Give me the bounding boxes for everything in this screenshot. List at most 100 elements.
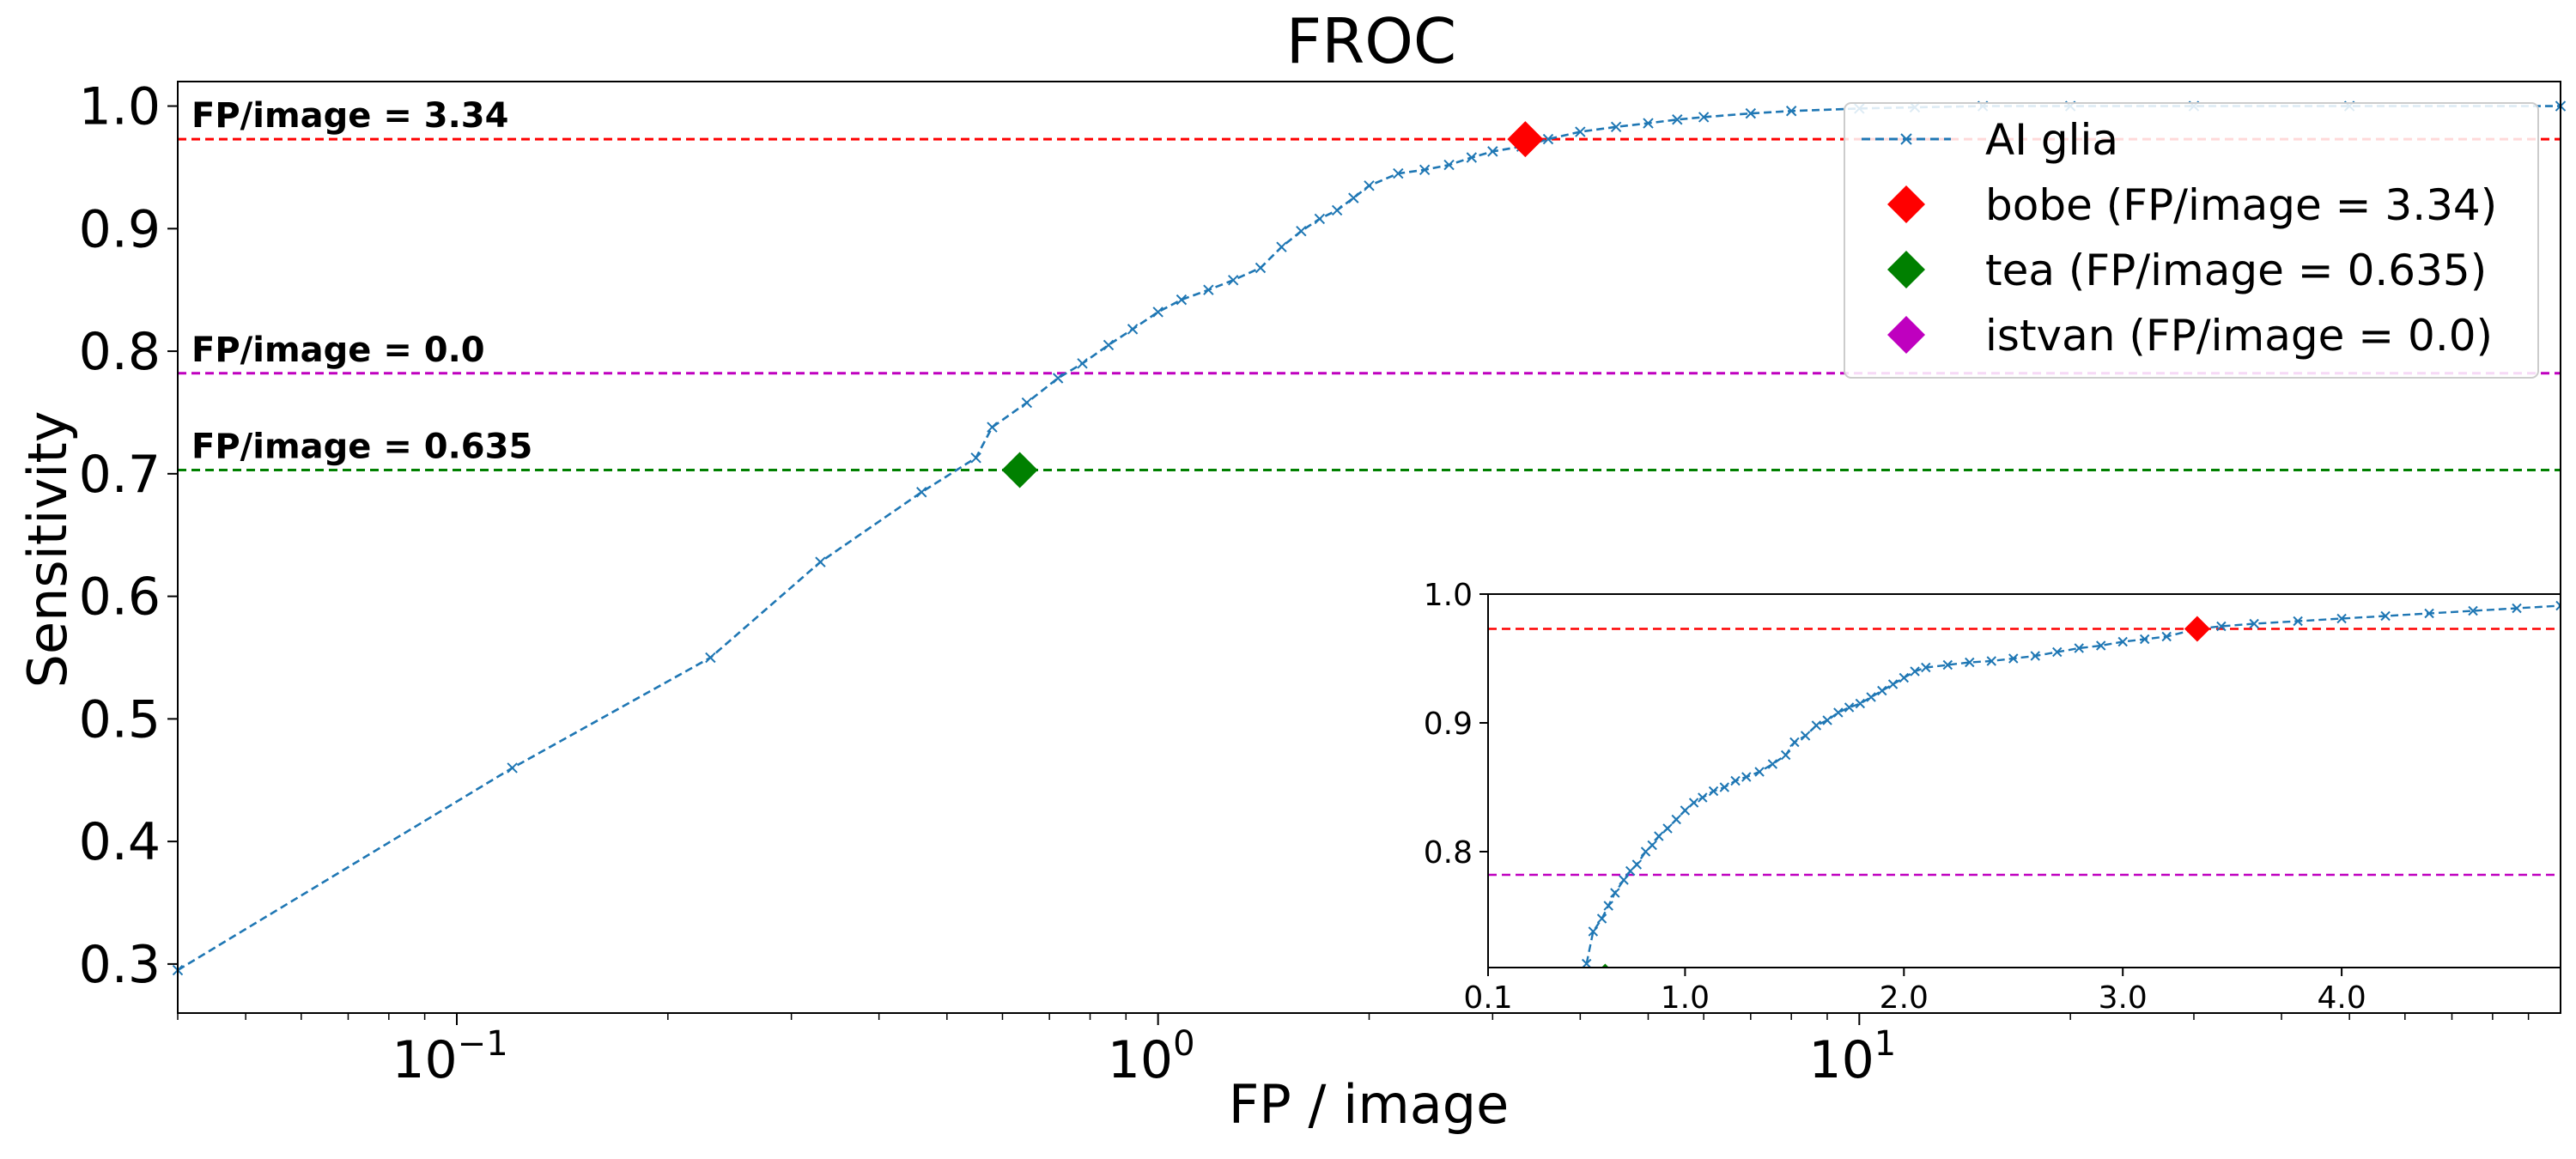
inset-data-point-marker xyxy=(1866,692,1876,702)
legend-diamond-istvan xyxy=(1887,316,1925,354)
data-point-marker xyxy=(1698,112,1710,123)
inset-data-point-marker xyxy=(2468,605,2478,616)
inset-background xyxy=(1488,594,2561,968)
x-tick-label: 101 xyxy=(1808,1024,1896,1090)
data-point-marker xyxy=(1610,121,1622,133)
inset-data-point-marker xyxy=(1780,749,1791,761)
inset-data-point-marker xyxy=(2139,634,2150,645)
inset-data-point-marker xyxy=(1833,707,1844,718)
x-tick-base: 10 xyxy=(1808,1030,1874,1090)
data-point-marker xyxy=(1672,114,1683,125)
inset-x-axis-ticks: 0.1 1.0 2.0 3.0 4.0 xyxy=(1463,968,2366,1016)
data-point-marker xyxy=(1443,159,1455,171)
data-point-marker xyxy=(1255,262,1267,274)
data-point-marker xyxy=(705,652,716,664)
data-point-marker xyxy=(1103,339,1115,351)
inset-y-tick-label: 0.9 xyxy=(1424,707,1473,742)
inset-data-point-marker xyxy=(2052,646,2063,658)
inset-reader-point-bobe xyxy=(2184,616,2210,642)
data-point-marker xyxy=(916,487,927,498)
legend-entry-label: istvan (FP/image = 0.0) xyxy=(1985,311,2493,361)
legend-box xyxy=(1844,102,2539,379)
inset-data-point-marker xyxy=(1654,831,1664,841)
inset-x-tick-label: 4.0 xyxy=(2317,980,2366,1016)
data-point-marker xyxy=(1466,152,1478,163)
reference-line-labels: FP/image = 3.34 FP/image = 0.0 FP/image = … xyxy=(191,96,532,466)
data-point-marker xyxy=(1276,241,1287,252)
inset-data-point-marker xyxy=(1921,662,1931,673)
inset-data-point-marker xyxy=(2380,610,2391,622)
inset-data-point-marker xyxy=(2249,618,2259,629)
inset-data-point-marker xyxy=(2096,640,2106,651)
inset-data-point-marker xyxy=(1942,659,1953,671)
data-point-marker xyxy=(1745,107,1757,119)
inset-data-point-marker xyxy=(2555,600,2561,611)
x-tick-exponent: 1 xyxy=(1874,1024,1896,1064)
inset-chart: 0.8 0.9 1.0 0.1 1.0 2.0 3.0 4.0 xyxy=(1424,578,2561,1016)
y-tick-label: 0.5 xyxy=(79,689,161,749)
chart-title: FROC xyxy=(1286,5,1456,77)
inset-data-point-marker xyxy=(1596,913,1607,924)
inset-data-point-marker xyxy=(1844,702,1855,713)
reference-line-label: FP/image = 0.0 xyxy=(191,331,485,370)
data-point-marker xyxy=(1152,306,1163,318)
data-point-marker xyxy=(1348,192,1359,203)
reader-point-tea xyxy=(1001,452,1038,488)
data-point-marker xyxy=(815,556,826,567)
y-tick-label: 0.9 xyxy=(79,199,161,259)
inset-reference-lines xyxy=(1488,628,2561,877)
data-point-marker xyxy=(1364,180,1375,191)
inset-reader-points xyxy=(1601,616,2210,968)
inset-data-point-marker xyxy=(1877,685,1887,696)
legend-entry-label: tea (FP/image = 0.635) xyxy=(1985,246,2487,295)
inset-data-point-marker xyxy=(1581,958,1592,968)
data-point-marker xyxy=(1203,284,1214,295)
inset-data-point-marker xyxy=(2424,608,2434,619)
data-point-marker xyxy=(1021,397,1033,409)
inset-data-point-marker xyxy=(1899,672,1910,683)
inset-reader-point-tea xyxy=(1601,963,1609,968)
inset-data-point-marker xyxy=(1603,901,1613,911)
data-point-marker xyxy=(1643,118,1654,129)
inset-x-tick-label: 0.1 xyxy=(1463,980,1512,1016)
data-point-marker xyxy=(507,762,518,774)
inset-data-point-marker xyxy=(1647,840,1657,851)
inset-data-point-marker xyxy=(1822,715,1832,725)
data-point-marker xyxy=(1077,358,1088,369)
inset-data-point-marker xyxy=(1631,859,1643,870)
data-point-marker xyxy=(1542,133,1554,145)
y-axis-label: Sensitivity xyxy=(16,411,79,689)
inset-data-point-marker xyxy=(1662,823,1673,834)
y-tick-label: 0.6 xyxy=(79,567,161,628)
inset-data-point-marker xyxy=(1698,792,1708,803)
data-point-marker xyxy=(1052,373,1064,384)
inset-x-tick-label: 1.0 xyxy=(1661,980,1710,1016)
inset-data-point-marker xyxy=(1965,657,1975,668)
data-point-marker xyxy=(1785,106,1797,117)
data-point-marker xyxy=(1419,164,1431,175)
inset-data-point-marker xyxy=(2293,616,2303,627)
data-point-marker xyxy=(1176,294,1188,306)
data-point-marker xyxy=(1228,275,1239,286)
inset-data-point-marker xyxy=(1800,731,1811,741)
x-tick-exponent: 0 xyxy=(1173,1024,1194,1064)
inset-y-tick-label: 1.0 xyxy=(1424,578,1473,613)
data-point-marker xyxy=(1393,167,1404,179)
inset-data-point-marker xyxy=(1688,798,1699,808)
reference-line-label: FP/image = 0.635 xyxy=(191,428,532,467)
inset-x-tick-label: 2.0 xyxy=(1880,980,1929,1016)
x-axis-ticks: 10−1 100 101 xyxy=(177,1013,2530,1090)
inset-data-point-marker xyxy=(1610,888,1620,898)
inset-data-point-marker xyxy=(1671,814,1681,825)
legend-entry-label: AI glia xyxy=(1985,115,2118,165)
reader-points xyxy=(1001,121,1544,488)
reader-point-bobe xyxy=(1507,121,1544,158)
inset-data-point-marker xyxy=(1719,782,1729,792)
y-tick-label: 0.4 xyxy=(79,812,161,872)
inset-data-point-marker xyxy=(1680,805,1691,816)
data-point-marker xyxy=(1331,204,1343,216)
data-point-marker xyxy=(987,422,998,433)
data-point-marker xyxy=(1487,146,1498,157)
legend: AI glia bobe (FP/image = 3.34) tea (FP/ima… xyxy=(1844,102,2539,379)
